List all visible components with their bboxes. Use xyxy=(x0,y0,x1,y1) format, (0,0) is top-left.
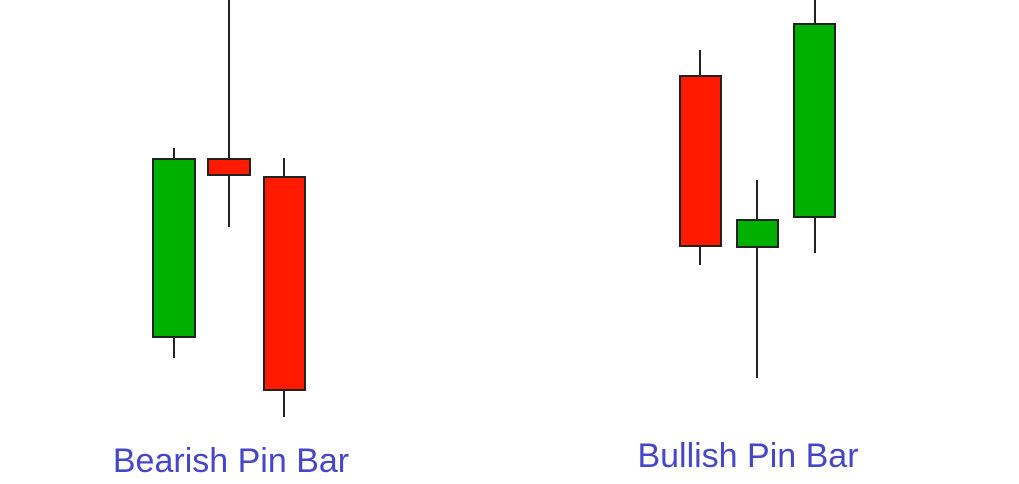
candle-body xyxy=(263,176,306,391)
candle-body xyxy=(152,158,196,338)
candle-body xyxy=(793,23,836,218)
bearish-group xyxy=(152,0,306,417)
candle-body xyxy=(207,158,251,176)
candle-body xyxy=(736,219,779,248)
bullish-group xyxy=(679,0,836,378)
candle-body xyxy=(679,75,722,247)
pattern-label: Bullish Pin Bar xyxy=(637,437,858,475)
pattern-label: Bearish Pin Bar xyxy=(113,442,349,480)
